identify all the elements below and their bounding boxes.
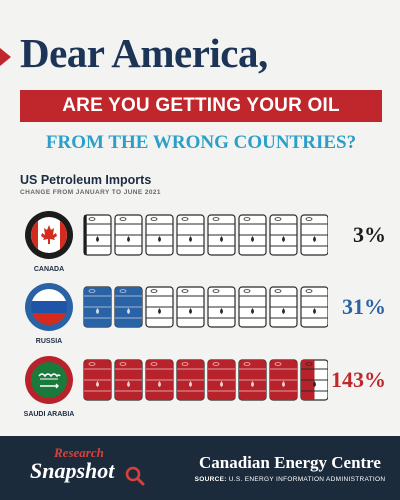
- research-label: Research: [54, 445, 104, 460]
- country-label: RUSSIA: [35, 338, 63, 345]
- value-label: 31%: [342, 294, 386, 319]
- barrel-mark: [207, 359, 236, 401]
- barrel-mark: [300, 286, 328, 328]
- barrel-mark: [83, 286, 112, 328]
- barrel-mark: [207, 214, 236, 256]
- chart-subtitle: CHANGE FROM JANUARY TO JUNE 2021: [20, 189, 161, 196]
- headline-subtitle: FROM THE WRONG COUNTRIES?: [45, 132, 357, 153]
- headline-title: Dear America,: [20, 30, 268, 76]
- barrel-mark: [145, 359, 174, 401]
- barrel-mark: [176, 286, 205, 328]
- barrel-mark: [207, 286, 236, 328]
- barrel-mark: [114, 359, 143, 401]
- row-saudi-arabia: SAUDI ARABIA 143%: [0, 355, 400, 425]
- barrel-mark: [145, 214, 174, 256]
- barrel-row: [83, 214, 328, 256]
- barrel-mark: [114, 214, 143, 256]
- barrel-mark: [300, 359, 328, 401]
- source-label: SOURCE:: [194, 476, 227, 483]
- barrel-mark: [176, 359, 205, 401]
- barrel-row: [83, 359, 328, 401]
- saudi-arabia-flag: [25, 356, 73, 404]
- source-line: SOURCE: U.S. ENERGY INFORMATION ADMINIST…: [190, 475, 390, 484]
- barrel-mark: [269, 359, 298, 401]
- barrel-mark: [238, 286, 267, 328]
- value-label: 143%: [331, 367, 386, 392]
- country-label: CANADA: [33, 266, 65, 273]
- source-text: U.S. ENERGY INFORMATION ADMINISTRATION: [228, 476, 386, 483]
- organization-name: Canadian Energy Centre: [199, 453, 381, 472]
- barrel-mark: [238, 214, 267, 256]
- barrel-mark: [145, 286, 174, 328]
- magnifier-icon: [125, 466, 145, 486]
- barrel-mark: [83, 359, 112, 401]
- snapshot-label: Snapshot: [30, 458, 115, 483]
- country-label: SAUDI ARABIA: [23, 411, 75, 418]
- headline-banner: ARE YOU GETTING YOUR OIL: [20, 90, 382, 122]
- barrel-mark: [83, 214, 112, 256]
- red-triangle-marker: [0, 48, 11, 66]
- russia-flag: [25, 283, 73, 331]
- barrel-mark: [269, 214, 298, 256]
- barrel-mark: [114, 286, 143, 328]
- barrel-mark: [269, 286, 298, 328]
- footer: Research Snapshot Canadian Energy Centre…: [0, 436, 400, 500]
- row-canada: CANADA 3%: [0, 210, 400, 280]
- canada-flag: [25, 211, 73, 259]
- row-russia: RUSSIA 31%: [0, 282, 400, 352]
- chart-title: US Petroleum Imports: [20, 173, 152, 187]
- barrel-mark: [176, 214, 205, 256]
- barrel-row: [83, 286, 328, 328]
- barrel-mark: [300, 214, 328, 256]
- barrel-mark: [238, 359, 267, 401]
- value-label: 3%: [353, 222, 386, 247]
